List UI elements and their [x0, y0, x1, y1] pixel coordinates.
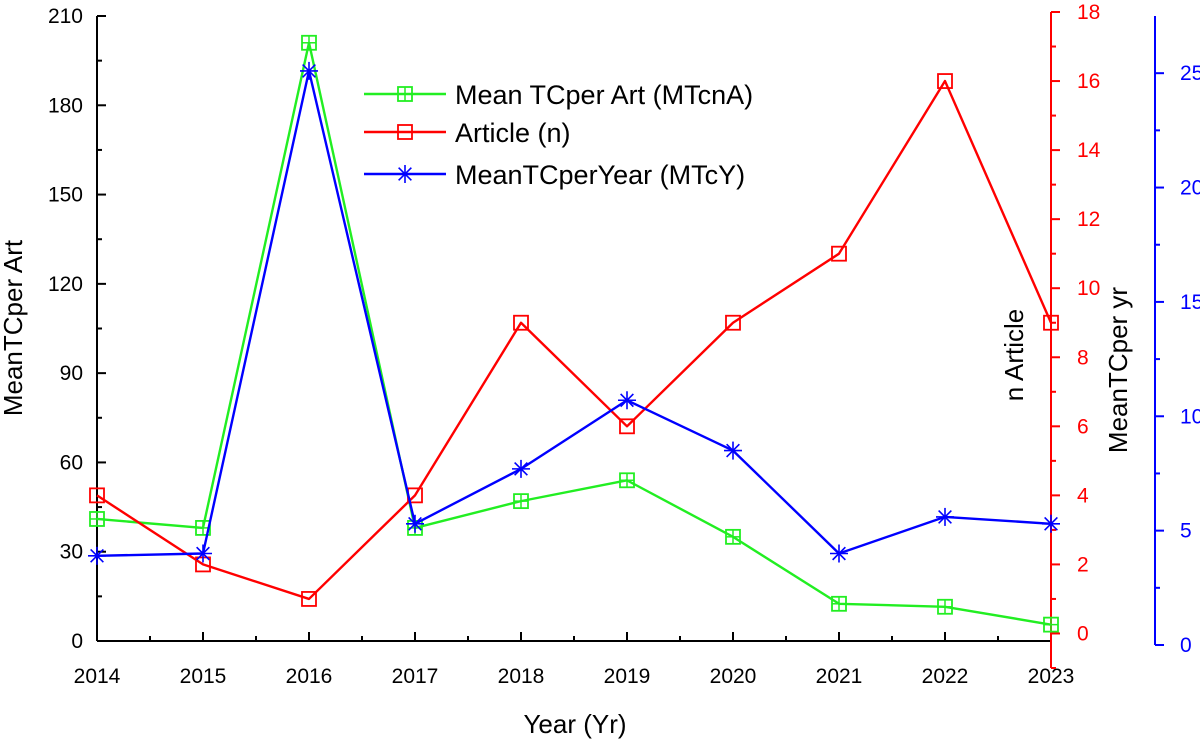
right2-tick-label: 20 [1180, 177, 1200, 200]
series-3-point-ray [726, 443, 740, 458]
right1-tick-label: 4 [1077, 484, 1089, 507]
x-tick-label: 2022 [922, 665, 969, 688]
x-tick-label: 2015 [180, 665, 227, 688]
series-1 [89, 34, 1059, 633]
legend-label: Mean TCper Art (MTcnA) [455, 80, 753, 110]
series-1-line [96, 41, 1052, 626]
right2-tick-label: 0 [1180, 634, 1192, 657]
left-tick-label: 0 [71, 630, 83, 653]
legend-label: MeanTCperYear (MTcY) [455, 160, 745, 190]
left-axis-title: MeanTCper Art [0, 239, 28, 416]
series-2-point [89, 487, 105, 504]
series-3-point-ray [620, 393, 634, 408]
series-2-point [1043, 314, 1059, 331]
right1-axis-title: n Article [999, 309, 1029, 402]
left-tick-label: 180 [48, 94, 83, 117]
legend-item-1: Mean TCper Art (MTcnA) [364, 80, 753, 110]
series-3 [88, 61, 1060, 565]
x-tick-label: 2017 [392, 665, 439, 688]
left-tick-label: 90 [60, 362, 83, 385]
left-tick-label: 60 [60, 451, 83, 474]
left-tick-label: 150 [48, 184, 83, 207]
x-axis-title: Year (Yr) [523, 709, 626, 739]
right1-tick-label: 14 [1077, 139, 1101, 162]
series-3-point-ray [832, 546, 846, 561]
right2-tick-label: 25 [1180, 62, 1200, 85]
left-tick-label: 30 [60, 541, 83, 564]
right1-tick-label: 12 [1077, 208, 1100, 231]
legend-item-2: Article (n) [364, 118, 571, 148]
series-3-point-ray [302, 63, 316, 78]
right1-tick-label: 18 [1077, 1, 1100, 24]
legend-item-3: MeanTCperYear (MTcY) [364, 160, 745, 190]
series-3-point-ray [514, 461, 528, 476]
x-tick-label: 2019 [604, 665, 651, 688]
right1-tick-label: 0 [1077, 622, 1089, 645]
right2-tick-label: 15 [1180, 291, 1200, 314]
series-2-point [937, 73, 953, 89]
right1-tick-label: 6 [1077, 415, 1089, 438]
left-tick-label: 120 [48, 273, 83, 296]
x-tick-label: 2020 [710, 665, 757, 688]
x-tick-label: 2016 [286, 665, 333, 688]
x-tick-label: 2023 [1028, 665, 1075, 688]
x-tick-label: 2014 [74, 665, 121, 688]
series-3-point-ray [938, 509, 952, 524]
series-3-point-ray [1044, 516, 1058, 531]
legend-swatch-marker-ray [398, 167, 412, 181]
legend-label: Article (n) [455, 118, 571, 148]
legend-swatch-marker [397, 124, 413, 140]
series [88, 34, 1060, 633]
series-2-line [96, 79, 1053, 601]
right2-axis-title: MeanTCper yr [1103, 287, 1133, 453]
series-2-point [301, 591, 317, 607]
series-2-point [513, 314, 529, 331]
series-3-point-ray [90, 548, 104, 563]
right1-tick-label: 16 [1077, 70, 1100, 93]
right1-tick-label: 2 [1077, 553, 1089, 576]
series-2 [89, 73, 1059, 607]
right1-tick-label: 8 [1077, 346, 1089, 369]
right2-tick-label: 10 [1180, 405, 1200, 428]
legend: Mean TCper Art (MTcnA) Article (n) MeanTCp… [364, 80, 753, 190]
series-2-point [831, 245, 847, 262]
right2-tick-label: 5 [1180, 520, 1192, 543]
series-3-line [96, 69, 1052, 557]
x-tick-label: 2021 [816, 665, 863, 688]
x-tick-label: 2018 [498, 665, 545, 688]
right1-tick-label: 10 [1077, 277, 1100, 300]
series-3-point-ray [196, 546, 210, 561]
left-tick-label: 210 [48, 5, 83, 28]
series-2-point [619, 418, 635, 435]
series-2-point [725, 314, 741, 331]
series-3-point-ray [408, 516, 422, 531]
